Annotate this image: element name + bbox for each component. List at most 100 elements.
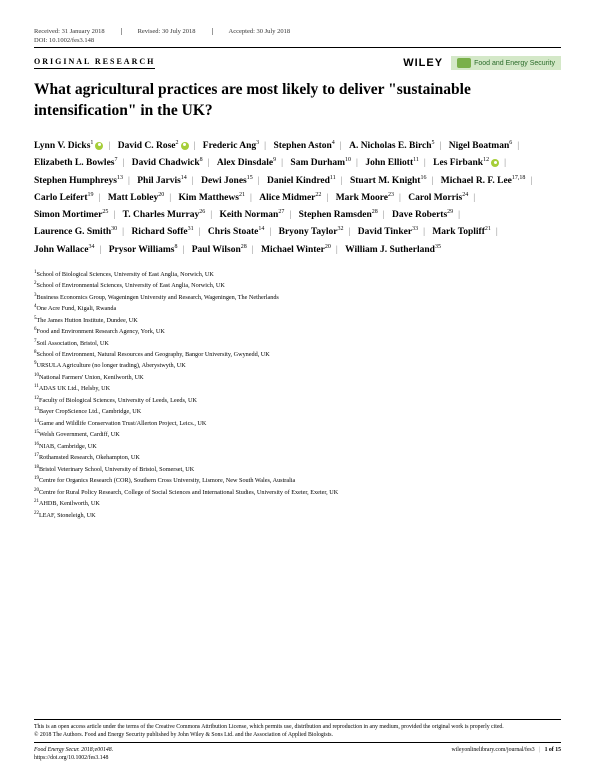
author: Chris Stoate14: [208, 227, 264, 237]
author-separator: |: [210, 210, 212, 220]
author: Paul Wilson28: [192, 245, 247, 255]
author-separator: |: [341, 176, 343, 186]
citation-text: Food Energy Secur. 2018;e00148.: [34, 747, 113, 753]
author: Alex Dinsdale9: [217, 158, 276, 168]
publisher-logo: WILEY: [403, 57, 443, 69]
affiliation: 4One Acre Fund, Kigali, Rwanda: [34, 303, 561, 314]
copyright-text: © 2018 The Authors. Food and Energy Secu…: [34, 731, 561, 739]
author-separator: |: [99, 245, 101, 255]
author-separator: |: [182, 245, 184, 255]
author-separator: |: [194, 141, 196, 151]
author-separator: |: [458, 210, 460, 220]
author: Keith Norman27: [220, 210, 285, 220]
author-separator: |: [530, 176, 532, 186]
author: William J. Sutherland35: [345, 245, 441, 255]
header-row: ORIGINAL RESEARCH WILEY Food and Energy …: [34, 56, 561, 70]
author: Simon Mortimer25: [34, 210, 108, 220]
affiliation: 19Centre for Organics Research (COR), So…: [34, 475, 561, 486]
author-separator: |: [258, 176, 260, 186]
author: Elizabeth L. Bowles7: [34, 158, 118, 168]
author: Lynn V. Dicks1: [34, 141, 103, 151]
affiliation: 21AHDB, Kenilworth, UK: [34, 498, 561, 509]
author-separator: |: [399, 193, 401, 203]
journal-name: Food and Energy Security: [474, 60, 555, 67]
author-separator: |: [264, 141, 266, 151]
affiliation: 3Business Economics Group, Wageningen Un…: [34, 292, 561, 303]
author-separator: |: [326, 193, 328, 203]
orcid-icon: [95, 142, 103, 150]
affiliation: 15Welsh Government, Cardiff, UK: [34, 429, 561, 440]
doi: DOI: 10.1002/fes3.148: [34, 37, 561, 48]
author: Carol Morris24: [408, 193, 468, 203]
author-separator: |: [517, 141, 519, 151]
author: Matt Lobley20: [108, 193, 164, 203]
author-separator: |: [199, 227, 201, 237]
author-separator: |: [336, 245, 338, 255]
author: Dewi Jones15: [201, 176, 253, 186]
submission-dates: Received: 31 January 2018 Revised: 30 Ju…: [34, 28, 561, 35]
affiliation: 6Food and Environment Research Agency, Y…: [34, 326, 561, 337]
author: Laurence G. Smith30: [34, 227, 117, 237]
article-type: ORIGINAL RESEARCH: [34, 57, 155, 69]
author-separator: |: [504, 158, 506, 168]
footer-bottom-row: Food Energy Secur. 2018;e00148. https://…: [34, 742, 561, 762]
author-separator: |: [281, 158, 283, 168]
author-separator: |: [123, 158, 125, 168]
author: Richard Soffe31: [131, 227, 193, 237]
author: T. Charles Murray26: [123, 210, 206, 220]
affiliation: 8School of Environment, Natural Resource…: [34, 349, 561, 360]
revised-date: Revised: 30 July 2018: [138, 28, 213, 35]
affiliation: 14Game and Wildlife Conservation Trust/A…: [34, 418, 561, 429]
affiliation: 5The James Hutton Institute, Dundee, UK: [34, 315, 561, 326]
author-separator: |: [423, 227, 425, 237]
author: Michael Winter20: [261, 245, 331, 255]
author: Dave Roberts29: [392, 210, 453, 220]
author-separator: |: [108, 141, 110, 151]
affiliation: 22LEAF, Stoneleigh, UK: [34, 510, 561, 521]
orcid-icon: [491, 159, 499, 167]
article-title: What agricultural practices are most lik…: [34, 80, 561, 122]
author-separator: |: [356, 158, 358, 168]
author: Stuart M. Knight16: [350, 176, 426, 186]
author: Kim Matthews21: [179, 193, 245, 203]
author-list: Lynn V. Dicks1 | David C. Rose2 | Frederic…: [34, 138, 561, 259]
author-separator: |: [252, 245, 254, 255]
footer-left: Food Energy Secur. 2018;e00148. https://…: [34, 746, 113, 762]
author: Phil Jarvis14: [137, 176, 187, 186]
affiliation: 20Centre for Rural Policy Research, Coll…: [34, 487, 561, 498]
author-separator: |: [113, 210, 115, 220]
affiliation: 1School of Biological Sciences, Universi…: [34, 269, 561, 280]
author: A. Nicholas E. Birch5: [349, 141, 434, 151]
journal-badge: Food and Energy Security: [451, 56, 561, 70]
author-separator: |: [192, 176, 194, 186]
author: Carlo Leifert19: [34, 193, 94, 203]
author-separator: |: [128, 176, 130, 186]
affiliation: 9URSULA Agriculture (no longer trading),…: [34, 360, 561, 371]
author: David Tinker33: [358, 227, 418, 237]
author: Prysor Williams8: [109, 245, 178, 255]
author-separator: |: [122, 227, 124, 237]
author: Mark Moore23: [336, 193, 394, 203]
received-date: Received: 31 January 2018: [34, 28, 122, 35]
journal-url: wileyonlinelibrary.com/journal/fes3: [452, 747, 535, 753]
affiliation: 16NIAB, Cambridge, UK: [34, 441, 561, 452]
affiliation: 7Soil Association, Bristol, UK: [34, 338, 561, 349]
footer-right: wileyonlinelibrary.com/journal/fes3 | 1 …: [452, 746, 562, 762]
affiliation: 18Bristol Veterinary School, University …: [34, 464, 561, 475]
author: Les Firbank12: [433, 158, 499, 168]
author: Sam Durham10: [290, 158, 351, 168]
author: Frederic Ang3: [203, 141, 259, 151]
author-separator: |: [424, 158, 426, 168]
author: David C. Rose2: [118, 141, 189, 151]
page-footer: This is an open access article under the…: [34, 719, 561, 762]
author: Stephen Aston4: [273, 141, 334, 151]
affiliation: 12Faculty of Biological Sciences, Univer…: [34, 395, 561, 406]
author-separator: |: [496, 227, 498, 237]
affiliation-list: 1School of Biological Sciences, Universi…: [34, 269, 561, 521]
author-separator: |: [473, 193, 475, 203]
affiliation: 2School of Environmental Sciences, Unive…: [34, 280, 561, 291]
author: Stephen Humphreys13: [34, 176, 123, 186]
author-separator: |: [169, 193, 171, 203]
author: Michael R. F. Lee17,18: [441, 176, 526, 186]
author: David Chadwick8: [132, 158, 203, 168]
